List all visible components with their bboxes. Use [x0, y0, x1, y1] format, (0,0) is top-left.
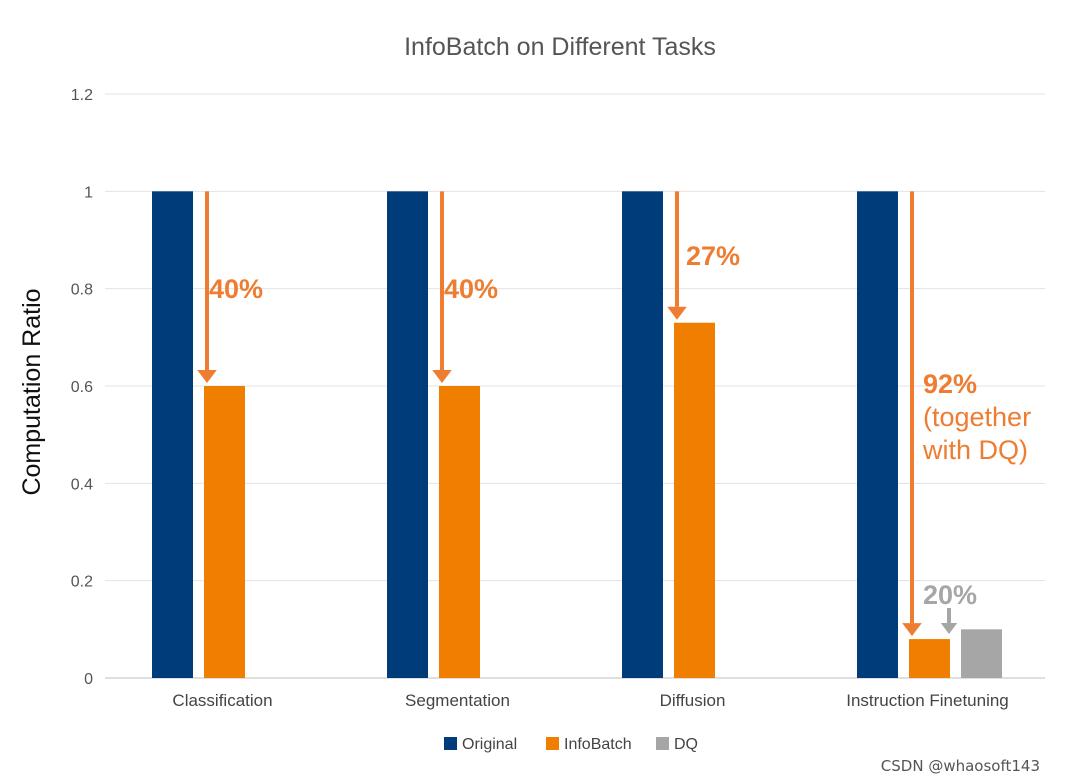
- dq-arrow-head: [940, 623, 958, 634]
- legend-swatch-infobatch: [546, 737, 559, 750]
- y-tick-label: 0.4: [71, 476, 93, 493]
- x-tick-label: Diffusion: [660, 691, 726, 710]
- annotation-label: 20%: [923, 580, 977, 610]
- legend-label-original: Original: [462, 736, 517, 753]
- annotation-label: 40%: [209, 274, 263, 304]
- x-tick-label: Segmentation: [405, 691, 510, 710]
- bar-infobatch-4: [909, 639, 950, 678]
- legend-label-infobatch: InfoBatch: [564, 736, 632, 753]
- reduction-arrow-head: [197, 370, 217, 383]
- x-tick-label: Instruction Finetuning: [846, 691, 1009, 710]
- reduction-arrow-head: [667, 306, 687, 320]
- bar-dq-4: [961, 629, 1002, 678]
- reduction-arrow-head: [432, 370, 452, 383]
- bar-infobatch-3: [674, 322, 715, 678]
- legend-label-dq: DQ: [674, 736, 698, 753]
- annotation-label: 40%: [444, 274, 498, 304]
- chart-title: InfoBatch on Different Tasks: [404, 33, 716, 61]
- y-tick-label: 1: [84, 184, 93, 201]
- bar-original-1: [152, 191, 193, 679]
- annotation-label: with DQ): [922, 435, 1028, 465]
- bar-infobatch-1: [204, 386, 245, 678]
- annotation-label: (together: [923, 402, 1031, 432]
- y-tick-label: 0.8: [71, 282, 93, 299]
- y-tick-label: 0: [84, 671, 93, 688]
- legend-swatch-dq: [656, 737, 669, 750]
- bar-original-3: [622, 191, 663, 679]
- y-tick-label: 1.2: [71, 87, 93, 104]
- annotation-label: 92%: [923, 369, 977, 399]
- bar-original-4: [857, 191, 898, 679]
- bar-original-2: [387, 191, 428, 679]
- watermark: CSDN @whaosoft143: [880, 757, 1040, 775]
- bar-infobatch-2: [439, 386, 480, 678]
- y-tick-label: 0.6: [71, 379, 93, 396]
- y-axis-label: Computation Ratio: [18, 288, 46, 495]
- reduction-arrow-head: [902, 623, 922, 637]
- annotation-label: 27%: [686, 241, 740, 271]
- y-tick-label: 0.2: [71, 574, 93, 591]
- legend-swatch-original: [444, 737, 457, 750]
- x-tick-label: Classification: [172, 691, 272, 710]
